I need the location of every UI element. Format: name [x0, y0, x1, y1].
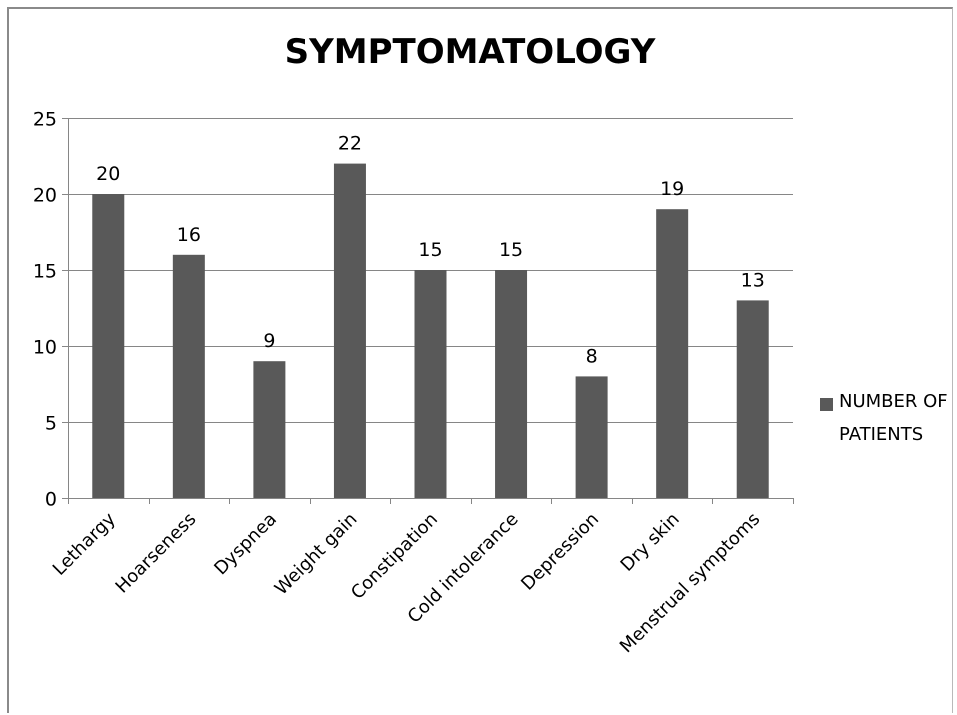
chart-frame: [7, 7, 953, 713]
data-label: 19: [660, 178, 684, 200]
data-label: 15: [499, 239, 523, 261]
data-label: 9: [263, 330, 275, 352]
bar: [92, 194, 125, 498]
y-tick-label: 15: [33, 261, 57, 283]
data-label: 16: [177, 224, 201, 246]
bar: [495, 270, 528, 498]
legend-swatch: [820, 398, 833, 411]
category-label: Dry skin: [617, 509, 684, 576]
data-label: 13: [741, 269, 765, 291]
category-label: Lethargy: [49, 508, 120, 579]
bar: [414, 270, 447, 498]
data-label: 22: [338, 133, 362, 155]
category-label: Hoarseness: [112, 509, 201, 598]
y-tick-label: 10: [33, 337, 57, 359]
y-tick-label: 20: [33, 185, 57, 207]
y-tick-label: 5: [45, 413, 57, 435]
category-label: Weight gain: [271, 509, 362, 600]
category-label: Dyspnea: [210, 509, 281, 580]
bar: [172, 254, 205, 498]
bar: [575, 376, 608, 498]
data-label: 8: [586, 345, 598, 367]
bar: [253, 361, 286, 498]
category-label: Depression: [517, 509, 603, 595]
bar: [333, 163, 366, 498]
data-label: 15: [418, 239, 442, 261]
category-label: Menstrual symptoms: [616, 509, 764, 657]
y-tick-label: 25: [33, 109, 57, 131]
chart-title: SYMPTOMATOLOGY: [284, 32, 656, 72]
bar: [736, 300, 769, 498]
y-tick-label: 0: [45, 489, 57, 511]
data-label: 20: [96, 163, 120, 185]
legend-label: NUMBER OF PATIENTS: [839, 391, 948, 445]
bar: [656, 209, 689, 498]
